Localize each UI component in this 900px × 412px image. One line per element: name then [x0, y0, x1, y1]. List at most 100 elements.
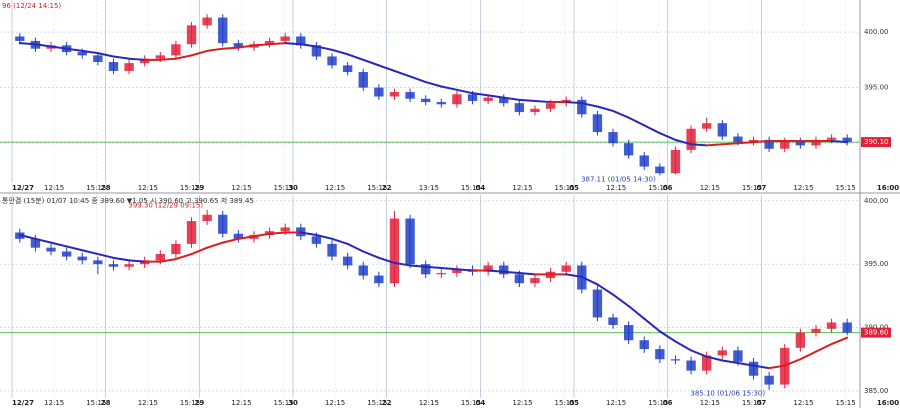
x-tick-label: 12:15	[44, 399, 64, 407]
candle-body	[842, 137, 852, 143]
x-tick-label: 06	[663, 399, 673, 407]
ma-segment	[502, 96, 521, 101]
x-tick-label: 16:00	[877, 399, 899, 407]
ma-segment	[409, 264, 427, 268]
candle-body	[30, 238, 41, 248]
ma-segment	[331, 237, 349, 245]
candle-body	[15, 36, 25, 41]
ma-segment	[81, 249, 99, 256]
x-tick-label: 30	[288, 184, 298, 192]
ma-segment	[830, 336, 849, 346]
candle-body	[155, 55, 165, 59]
candle-body	[124, 63, 134, 71]
ma-segment	[690, 349, 708, 358]
ma-segment	[65, 47, 84, 52]
ma-segment	[34, 43, 53, 48]
candle-body	[686, 128, 696, 150]
candle-body	[171, 44, 181, 56]
x-tick-label: 07	[756, 399, 766, 407]
ma-segment	[518, 98, 536, 102]
ma-segment	[658, 330, 677, 343]
ma-segment	[690, 143, 708, 147]
candle-body	[608, 132, 618, 144]
candle-body	[108, 264, 119, 267]
ma-segment	[284, 42, 302, 46]
candle-body	[405, 92, 415, 99]
ma-segment	[455, 268, 474, 272]
x-tick-label: 15:15	[367, 399, 387, 407]
candle-body	[436, 102, 446, 105]
ma-segment	[252, 43, 271, 47]
candle-body	[421, 264, 431, 275]
ma-segment	[440, 266, 458, 271]
ma-segment	[533, 99, 552, 104]
x-tick-label: 15:15	[367, 184, 387, 192]
ma-segment	[237, 235, 255, 240]
candle-body	[639, 155, 649, 167]
ma-segment	[487, 269, 505, 273]
candle-body	[483, 97, 493, 101]
ma-segment	[346, 53, 365, 61]
candle-body	[77, 52, 87, 56]
ma-segment	[174, 253, 193, 261]
annotation: 387.11 (01/05 14:30)	[581, 175, 656, 183]
y-tick-label: 385.00	[864, 387, 889, 395]
x-tick-label: 15:15	[180, 184, 200, 192]
candle-body	[296, 36, 306, 46]
candle-body	[717, 350, 727, 356]
ma-segment	[502, 270, 521, 275]
ma-segment	[174, 54, 193, 60]
ma-segment	[658, 132, 677, 141]
ma-segment	[252, 232, 271, 238]
ma-segment	[221, 237, 240, 244]
candle-body	[764, 375, 774, 385]
ma-segment	[299, 43, 318, 48]
candle-body	[171, 243, 181, 255]
candle-body	[140, 58, 150, 64]
candle-body	[811, 139, 821, 146]
candle-body	[561, 265, 571, 272]
candle-body	[327, 56, 337, 66]
candle-body	[93, 55, 103, 63]
x-tick-label: 15:15	[461, 184, 481, 192]
x-tick-label: 15:15	[86, 399, 106, 407]
x-tick-label: 16:00	[877, 184, 899, 192]
ma-segment	[18, 42, 37, 46]
ma-segment	[424, 265, 443, 269]
ma-segment	[346, 242, 365, 253]
x-tick-label: 15:15	[742, 184, 762, 192]
x-tick-label: 28	[101, 399, 111, 407]
ma-segment	[331, 48, 349, 56]
ma-segment	[221, 46, 240, 50]
candle-body	[842, 322, 852, 333]
candle-body	[108, 62, 119, 71]
ma-segment	[612, 293, 630, 308]
x-tick-label: 04	[475, 399, 485, 407]
x-tick-label: 12:15	[793, 184, 813, 192]
candle-body	[733, 136, 743, 143]
candle-body	[764, 139, 774, 149]
x-tick-label: 13:15	[419, 184, 439, 192]
ma-segment	[96, 253, 115, 259]
ma-segment	[814, 343, 833, 353]
ma-segment	[190, 246, 209, 256]
ma-segment	[159, 57, 177, 61]
candle-body	[499, 265, 509, 275]
candle-body	[545, 103, 556, 109]
candle-body	[577, 99, 587, 115]
candle-body	[436, 273, 446, 275]
last-price-box	[861, 137, 891, 148]
candle-body	[483, 265, 493, 272]
x-tick-label: 12:15	[231, 184, 251, 192]
candle-body	[452, 269, 462, 274]
ma-segment	[565, 101, 583, 105]
ma-segment	[112, 256, 131, 262]
candle-body	[717, 123, 727, 137]
x-tick-label: 28	[101, 184, 111, 192]
candle-body	[264, 40, 275, 45]
ma-segment	[736, 362, 755, 367]
x-tick-label: 12:15	[419, 399, 439, 407]
candle-body	[670, 149, 681, 174]
candle-body	[280, 227, 290, 232]
